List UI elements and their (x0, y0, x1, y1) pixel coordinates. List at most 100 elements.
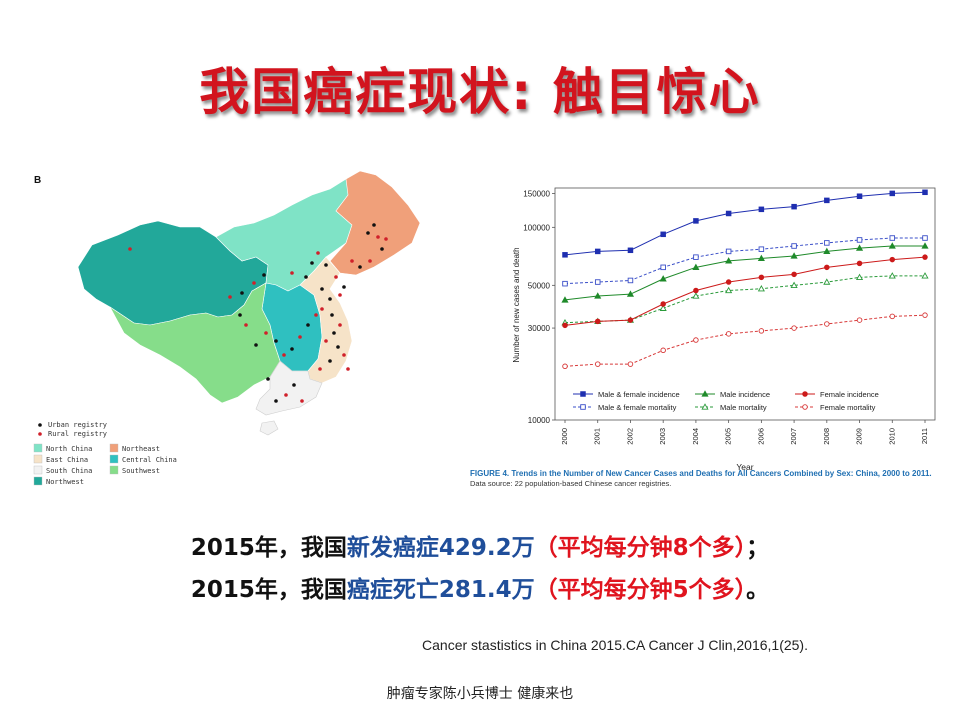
data-point (725, 210, 732, 217)
region-east-china (299, 256, 353, 384)
registry-dot (238, 313, 242, 317)
registry-dot (228, 295, 232, 299)
data-point (594, 318, 601, 325)
data-point (594, 248, 601, 255)
legend-label: Male & female mortality (598, 403, 677, 412)
registry-dot (338, 293, 342, 297)
data-point (856, 193, 863, 199)
registry-dot (334, 275, 338, 279)
data-point (693, 254, 699, 260)
series-line (564, 237, 925, 285)
registry-dot (252, 281, 256, 285)
data-point (791, 243, 797, 249)
stat-line-incidence: 2015年，我国新发癌症429.2万（平均每分钟8个多）； (0, 528, 960, 562)
series-group (562, 189, 928, 258)
registry-dot (244, 323, 248, 327)
x-tick-label: 2002 (625, 428, 634, 445)
citation-text: Cancer stastistics in China 2015.CA Canc… (422, 637, 808, 653)
series-group (562, 254, 928, 329)
x-tick-label: 2011 (920, 428, 929, 444)
data-point (725, 331, 732, 337)
x-tick-label: 2007 (789, 428, 798, 445)
data-point (824, 197, 830, 204)
data-point (790, 252, 798, 259)
data-point (757, 285, 765, 292)
data-point (693, 337, 699, 343)
series-line (564, 256, 926, 326)
data-point (758, 246, 765, 252)
stat-line1-end: ； (746, 535, 770, 561)
stat-line1-rate: （平均每分钟8个多） (534, 535, 747, 561)
registry-dot (240, 291, 244, 295)
series-line (564, 191, 926, 256)
data-point (594, 361, 601, 367)
data-point (627, 317, 634, 323)
data-point (791, 325, 797, 331)
registry-dot (264, 331, 268, 335)
data-point (824, 264, 830, 271)
trend-chart: 10000 30000 50000 100000 150000 2000 2001 2002 2… (505, 180, 950, 490)
data-point (855, 244, 864, 251)
data-point (802, 404, 808, 410)
data-point (889, 190, 896, 197)
registry-dot (376, 235, 380, 239)
x-tick-label: 2004 (691, 428, 700, 445)
data-point (889, 235, 896, 241)
data-point (562, 280, 568, 287)
x-axis-label: Year (736, 462, 753, 472)
data-point (660, 347, 666, 354)
legend-label: Male mortality (720, 403, 767, 412)
data-point (626, 290, 635, 297)
region-legend-swatch (109, 465, 119, 475)
registry-dot (290, 347, 294, 351)
slide-title: 我国癌症现状: 触目惊心 (199, 63, 761, 121)
registry-dot (300, 399, 304, 403)
y-tick-label: 30000 (528, 324, 551, 333)
data-point (561, 296, 569, 303)
data-point (725, 279, 732, 285)
registry-dot (342, 353, 346, 357)
region-legend-label: Northwest (46, 478, 84, 486)
stat-line2-end: 。 (746, 577, 770, 603)
data-point (922, 312, 928, 318)
data-point (701, 390, 709, 397)
data-point (701, 403, 709, 410)
region-legend-swatch (109, 454, 119, 464)
region-legend-label: Southwest (122, 467, 160, 475)
data-point (693, 218, 699, 224)
chart-layer: 10000 30000 50000 100000 150000 2000 2001 2002 2… (523, 189, 929, 444)
registry-dot (328, 359, 332, 363)
chart-source: Data source: 22 population-based Chinese… (470, 479, 672, 488)
data-point (627, 277, 634, 284)
data-point (659, 275, 667, 282)
stat-line2-rate: （平均每分钟5个多） (534, 577, 747, 603)
data-point (921, 242, 929, 249)
stat-line1-prefix: 2015年，我国 (190, 535, 347, 561)
registry-dot (366, 231, 370, 235)
registry-dot (254, 343, 258, 347)
trend-chart-svg: 10000 30000 50000 100000 150000 2000 2001 2002 2… (512, 187, 936, 472)
registry-dot (332, 331, 336, 335)
map-panel-label: B (34, 175, 41, 186)
data-point (856, 260, 863, 267)
data-point (660, 264, 666, 271)
series-line (564, 245, 925, 301)
registry-dot (324, 339, 328, 343)
data-point (758, 206, 765, 213)
registry-dot (310, 261, 314, 265)
data-point (693, 287, 699, 294)
x-tick-label: 2009 (855, 428, 864, 445)
stat-line2-prefix: 2015年，我国 (190, 577, 347, 603)
region-legend-label: North China (46, 445, 92, 453)
data-point (921, 272, 929, 279)
data-point (922, 189, 928, 196)
stat-line-mortality: 2015年，我国癌症死亡281.4万（平均每分钟5个多）。 (0, 570, 960, 604)
data-point (580, 404, 586, 410)
data-point (823, 278, 831, 285)
data-point (594, 292, 602, 299)
data-point (692, 263, 700, 270)
registry-dot (350, 259, 354, 263)
y-axis-label: Number of new cases and death (512, 247, 521, 362)
registry-dot (292, 383, 296, 387)
